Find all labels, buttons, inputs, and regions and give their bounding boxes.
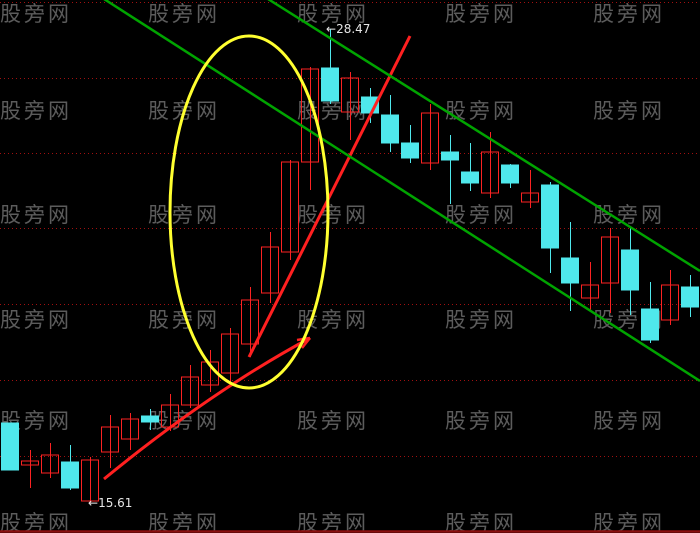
candle-body: [561, 257, 579, 284]
candle-body: [681, 286, 699, 308]
candle-body: [601, 236, 619, 284]
candle-body: [641, 308, 659, 341]
price-label-high: ←28.47: [326, 23, 370, 35]
watermark-text: 股旁网: [445, 308, 517, 332]
candle-body: [1, 422, 19, 471]
watermark-text: 股旁网: [148, 409, 220, 433]
candle-body: [321, 67, 339, 102]
candle-body: [301, 68, 319, 163]
watermark-text: 股旁网: [0, 308, 72, 332]
watermark-text: 股旁网: [445, 203, 517, 227]
watermark-text: 股旁网: [593, 203, 665, 227]
watermark-text: 股旁网: [148, 2, 220, 26]
watermark-text: 股旁网: [0, 511, 72, 533]
watermark-text: 股旁网: [297, 511, 369, 533]
candle-body: [141, 415, 159, 423]
rising-acceleration-trendline: [247, 35, 412, 358]
watermark-text: 股旁网: [297, 203, 369, 227]
watermark-text: 股旁网: [297, 2, 369, 26]
watermark-text: 股旁网: [593, 511, 665, 533]
candle-body: [521, 192, 539, 203]
candle-body: [581, 284, 599, 299]
watermark-text: 股旁网: [445, 2, 517, 26]
watermark-text: 股旁网: [0, 203, 72, 227]
candle-body: [481, 151, 499, 194]
watermark-text: 股旁网: [148, 203, 220, 227]
left-arrow-icon: ←: [88, 496, 99, 510]
candle-body: [621, 249, 639, 291]
highlight-ellipse: [168, 34, 330, 390]
watermark-text: 股旁网: [593, 99, 665, 123]
candle-body: [241, 299, 259, 345]
candle-body: [181, 376, 199, 406]
watermark-text: 股旁网: [445, 511, 517, 533]
candle-body: [461, 171, 479, 184]
watermark-text: 股旁网: [445, 99, 517, 123]
candle-body: [401, 142, 419, 159]
watermark-text: 股旁网: [445, 409, 517, 433]
left-arrow-icon: ←: [326, 22, 337, 36]
price-label-high-value: 28.47: [336, 22, 371, 36]
candle-body: [441, 151, 459, 161]
candle-body: [341, 77, 359, 113]
watermark-text: 股旁网: [297, 409, 369, 433]
candle-body: [261, 246, 279, 294]
candle-body: [41, 454, 59, 474]
rising-support-trendline-arrowhead: [301, 337, 311, 349]
rising-support-trendline: [103, 336, 311, 481]
candle-body: [81, 459, 99, 502]
candle-body: [221, 333, 239, 374]
descending-channel-line-right: [267, 0, 700, 273]
watermark-text: 股旁网: [148, 308, 220, 332]
candle-body: [101, 426, 119, 453]
candle-body: [121, 418, 139, 440]
watermark-text: 股旁网: [593, 2, 665, 26]
watermark-text: 股旁网: [148, 511, 220, 533]
candle-body: [21, 460, 39, 466]
candle-body: [661, 284, 679, 321]
candle-body: [421, 112, 439, 164]
candle-body: [281, 161, 299, 253]
descending-channel-line-left: [103, 0, 700, 383]
watermark-text: 股旁网: [148, 99, 220, 123]
price-label-low-value: 15.61: [98, 496, 133, 510]
watermark-text: 股旁网: [0, 2, 72, 26]
watermark-text: 股旁网: [593, 409, 665, 433]
candle-body: [61, 461, 79, 489]
watermark-text: 股旁网: [0, 99, 72, 123]
price-label-low: ←15.61: [88, 497, 132, 509]
candle-body: [541, 184, 559, 249]
candle-body: [381, 114, 399, 144]
candle-body: [501, 164, 519, 184]
